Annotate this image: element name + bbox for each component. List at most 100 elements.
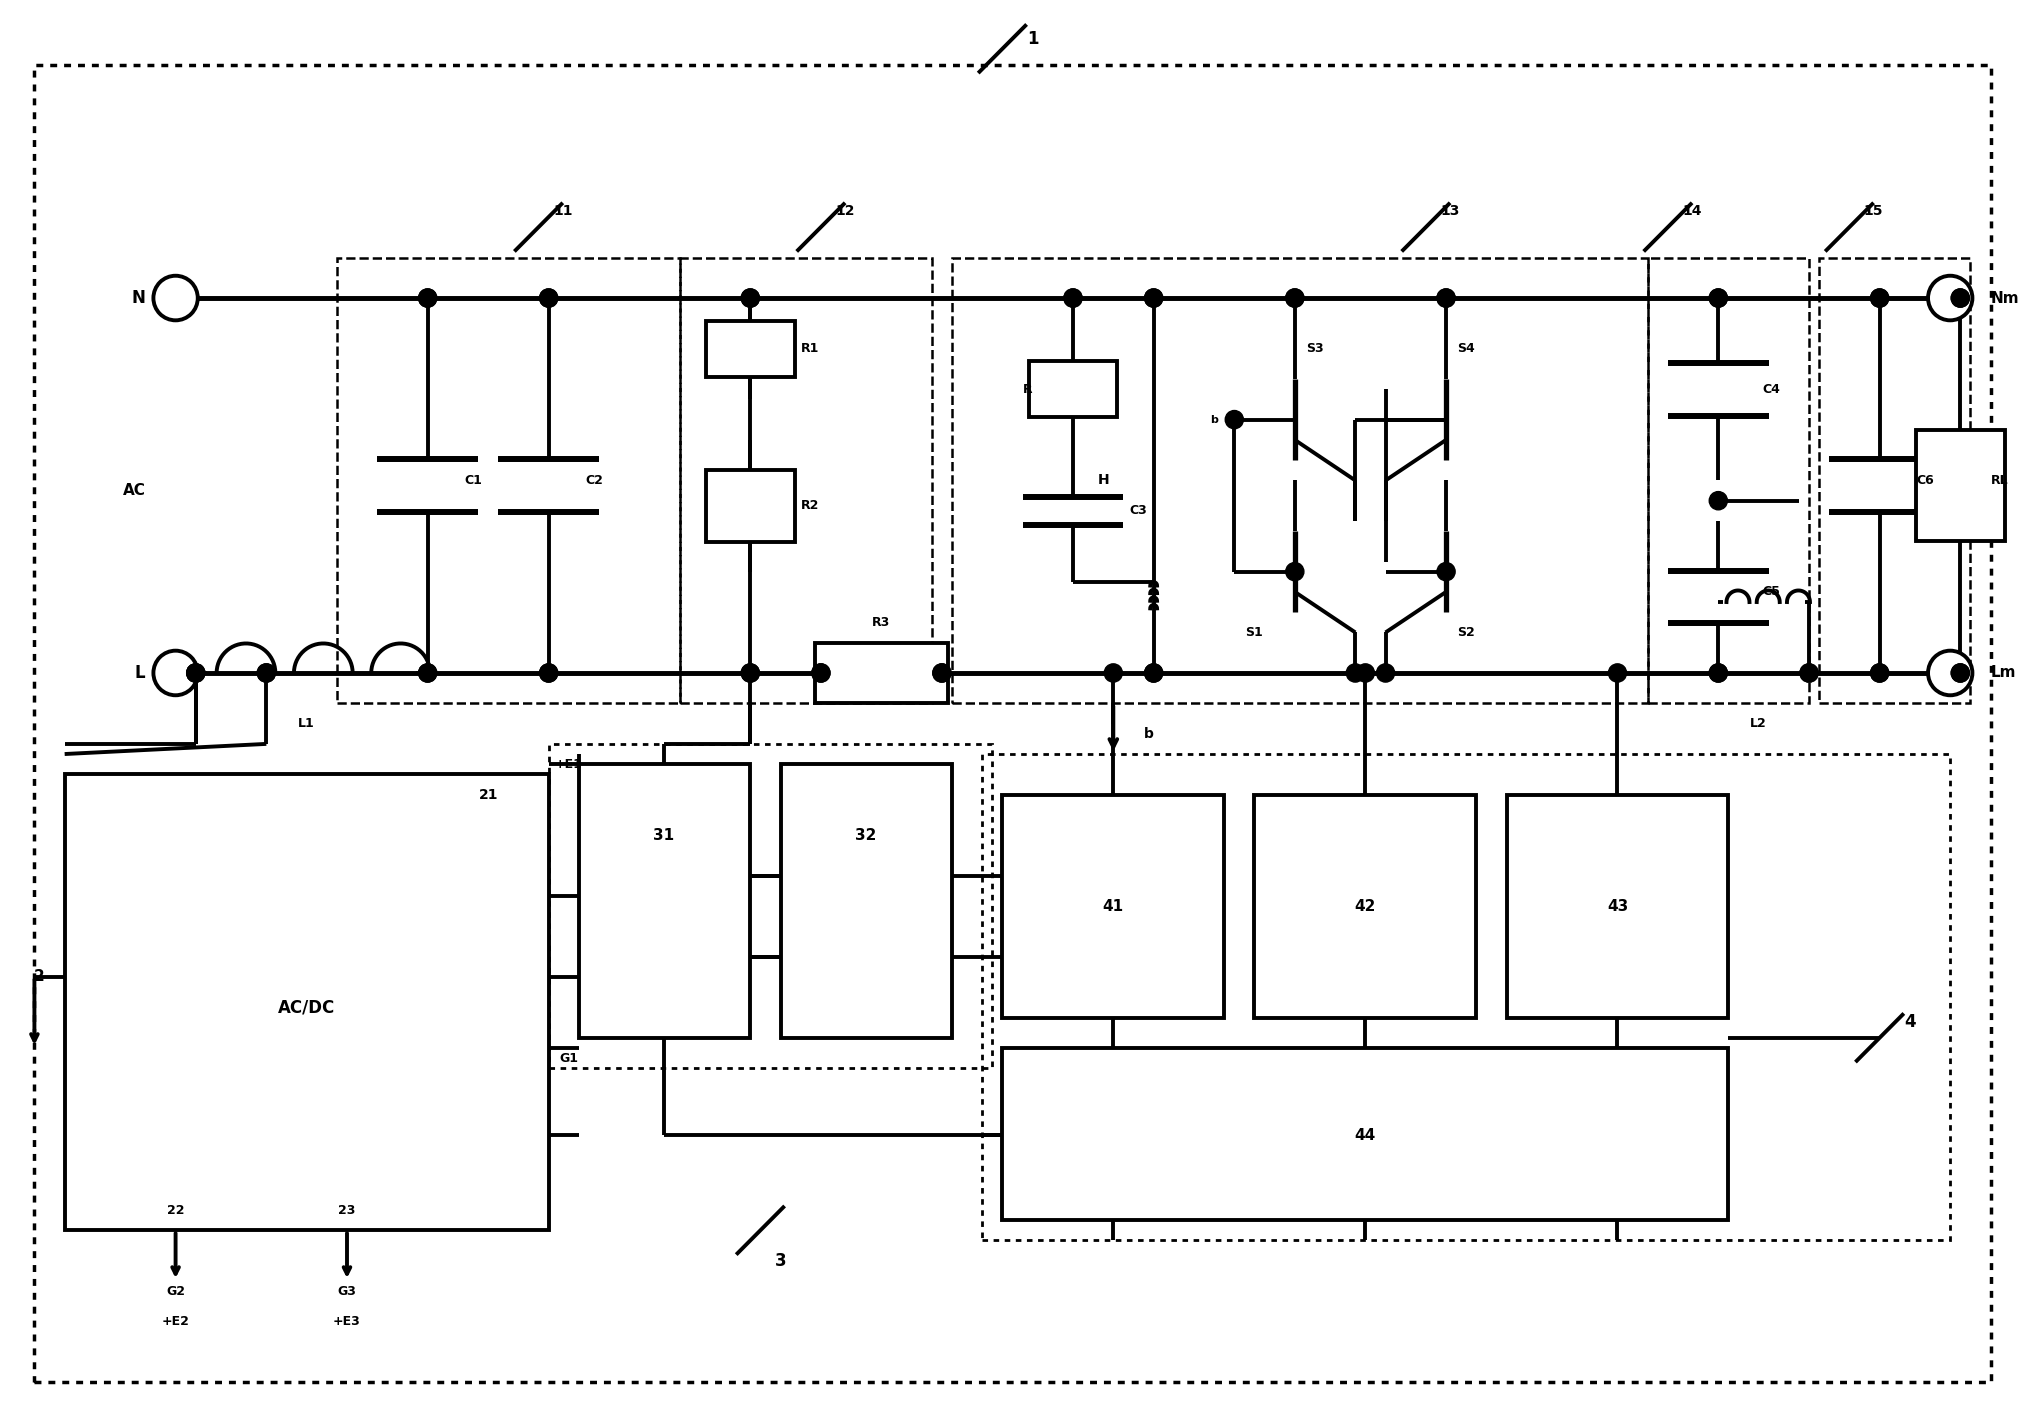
Text: S1: S1 <box>1246 626 1263 639</box>
Text: H: H <box>1098 474 1108 488</box>
Circle shape <box>741 664 759 682</box>
Text: AC: AC <box>122 484 146 498</box>
Bar <box>706 321 794 377</box>
Circle shape <box>154 651 197 695</box>
Text: 44: 44 <box>1354 1127 1376 1143</box>
Circle shape <box>1709 491 1728 509</box>
Bar <box>1506 795 1728 1017</box>
Circle shape <box>1709 664 1728 682</box>
Circle shape <box>187 664 205 682</box>
Text: 42: 42 <box>1354 899 1376 913</box>
Circle shape <box>258 664 276 682</box>
Circle shape <box>1346 664 1364 682</box>
Text: R: R <box>1023 382 1033 395</box>
Text: C5: C5 <box>1762 585 1780 598</box>
Text: 4: 4 <box>1904 1013 1916 1030</box>
Circle shape <box>1285 562 1303 581</box>
Circle shape <box>1951 664 1969 682</box>
Bar <box>548 743 993 1069</box>
Bar <box>1003 795 1224 1017</box>
Text: 3: 3 <box>775 1251 786 1270</box>
Circle shape <box>1104 664 1123 682</box>
Circle shape <box>1437 288 1456 307</box>
Bar <box>579 765 751 1037</box>
Circle shape <box>1064 288 1082 307</box>
Text: b: b <box>1210 415 1218 425</box>
Text: R3: R3 <box>873 616 891 629</box>
Text: +E2: +E2 <box>162 1316 189 1329</box>
Text: 21: 21 <box>479 788 497 802</box>
Text: R2: R2 <box>800 499 820 512</box>
Text: N: N <box>132 290 146 307</box>
Circle shape <box>418 288 436 307</box>
Text: 15: 15 <box>1864 204 1884 218</box>
Circle shape <box>1608 664 1626 682</box>
Text: RL: RL <box>1991 474 2008 487</box>
Circle shape <box>1709 288 1728 307</box>
Text: R1: R1 <box>800 342 820 355</box>
Circle shape <box>1356 664 1374 682</box>
Bar <box>337 257 680 704</box>
Circle shape <box>1285 288 1303 307</box>
Text: L1: L1 <box>298 718 315 731</box>
Text: C3: C3 <box>1129 504 1147 518</box>
Text: C1: C1 <box>465 474 481 487</box>
Circle shape <box>1870 288 1888 307</box>
Circle shape <box>1709 664 1728 682</box>
Circle shape <box>1145 288 1163 307</box>
Circle shape <box>741 288 759 307</box>
Text: C6: C6 <box>1916 474 1935 487</box>
Bar <box>782 765 952 1037</box>
Text: +E1: +E1 <box>554 758 583 771</box>
Bar <box>952 257 1648 704</box>
Bar <box>1003 1047 1728 1220</box>
Bar <box>65 775 548 1230</box>
Circle shape <box>540 664 558 682</box>
Text: 1: 1 <box>1027 30 1039 47</box>
Text: 13: 13 <box>1441 204 1460 218</box>
Text: 23: 23 <box>339 1203 355 1217</box>
Circle shape <box>187 664 205 682</box>
Circle shape <box>1145 664 1163 682</box>
Text: 41: 41 <box>1102 899 1125 913</box>
Bar <box>680 257 932 704</box>
Circle shape <box>1145 288 1163 307</box>
Circle shape <box>1709 288 1728 307</box>
Text: 2: 2 <box>35 969 45 985</box>
Circle shape <box>741 664 759 682</box>
Circle shape <box>1801 664 1819 682</box>
Bar <box>1029 361 1116 417</box>
Text: C4: C4 <box>1762 382 1780 395</box>
Circle shape <box>258 664 276 682</box>
Text: 12: 12 <box>836 204 855 218</box>
Circle shape <box>812 664 830 682</box>
Text: +E3: +E3 <box>333 1316 361 1329</box>
Bar <box>1819 257 1971 704</box>
Text: L2: L2 <box>1750 718 1766 731</box>
Text: S2: S2 <box>1458 626 1476 639</box>
Circle shape <box>540 664 558 682</box>
Circle shape <box>1064 288 1082 307</box>
Bar <box>1648 257 1809 704</box>
Circle shape <box>540 288 558 307</box>
Text: Lm: Lm <box>1991 665 2016 681</box>
Circle shape <box>812 664 830 682</box>
Text: S3: S3 <box>1305 342 1324 355</box>
Circle shape <box>1437 288 1456 307</box>
Text: 31: 31 <box>654 828 674 842</box>
Text: G1: G1 <box>560 1052 579 1065</box>
Circle shape <box>154 275 197 320</box>
Text: C2: C2 <box>585 474 603 487</box>
Circle shape <box>1870 664 1888 682</box>
Circle shape <box>934 664 950 682</box>
Circle shape <box>741 288 759 307</box>
Text: 11: 11 <box>552 204 572 218</box>
Text: 32: 32 <box>855 828 877 842</box>
Text: 43: 43 <box>1608 899 1628 913</box>
Text: b: b <box>1143 726 1153 741</box>
Circle shape <box>418 664 436 682</box>
Text: AC/DC: AC/DC <box>278 999 335 1016</box>
Circle shape <box>187 664 205 682</box>
Circle shape <box>418 288 436 307</box>
Circle shape <box>1951 288 1969 307</box>
